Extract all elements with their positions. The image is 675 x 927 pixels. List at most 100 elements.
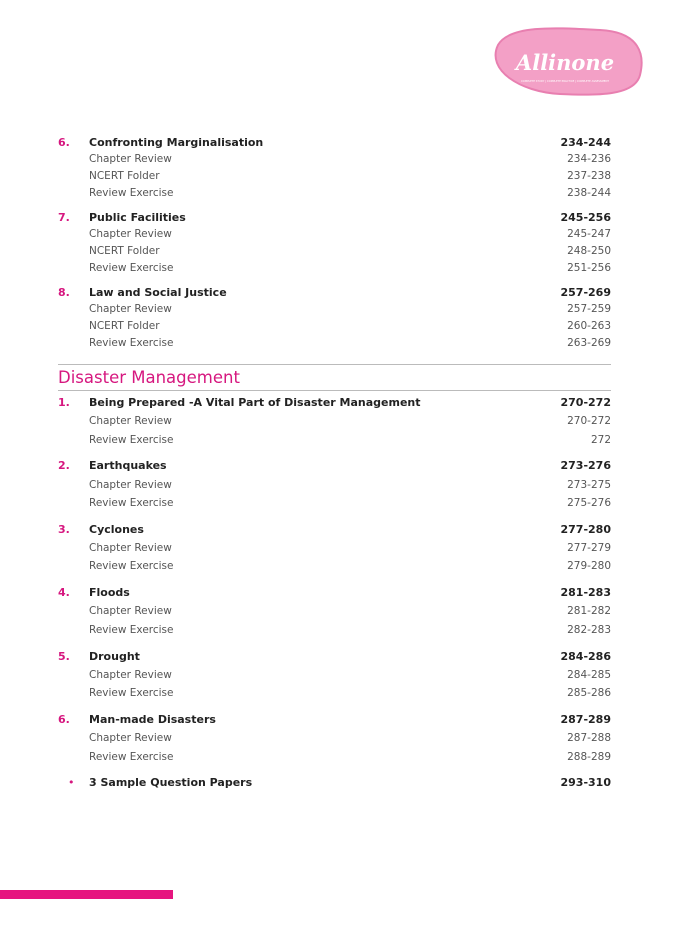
part-row: Chapter Review 287-288 (58, 729, 611, 747)
chapter-number: 1. (58, 396, 70, 409)
part-row: Chapter Review 284-285 (58, 666, 611, 684)
chapter-row: 7. Public Facilities 245-256 (58, 209, 611, 226)
chapter-number: 7. (58, 211, 70, 224)
part-row: Review Exercise 275-276 (58, 494, 611, 512)
part-pages: 273-275 (567, 478, 611, 491)
part-pages: 248-250 (567, 245, 611, 257)
part-title: Review Exercise (89, 750, 174, 763)
chapter-number: 5. (58, 649, 70, 663)
chapter-number: 2. (58, 459, 70, 473)
part-title: NCERT Folder (89, 170, 160, 182)
chapter-pages: 277-280 (560, 522, 612, 536)
chapter-title: Earthquakes (89, 459, 167, 473)
chapter-title: Public Facilities (89, 211, 186, 224)
chapter-number: 6. (58, 136, 70, 149)
part-title: NCERT Folder (89, 320, 160, 332)
table-of-contents: 6. Confronting Marginalisation 234-244 Chap… (58, 134, 611, 791)
extra-row: • 3 Sample Question Papers 293-310 (58, 774, 611, 791)
part-row: Review Exercise 272 (58, 431, 611, 449)
chapter: 8. Law and Social Justice 257-269 Chapter R… (58, 284, 611, 352)
part-row: Chapter Review 277-279 (58, 539, 611, 557)
logo-text: Allinone (514, 50, 614, 75)
chapter-title: Drought (89, 649, 140, 663)
chapter: 6. Man-made Disasters 287-289 Chapter Revie… (58, 711, 611, 766)
part-row: NCERT Folder 260-263 (58, 318, 611, 335)
part-title: Chapter Review (89, 478, 172, 491)
part-title: Chapter Review (89, 605, 172, 618)
chapter-pages: 234-244 (560, 136, 612, 149)
part-row: Review Exercise 282-283 (58, 621, 611, 639)
chapter-row: 2. Earthquakes 273-276 (58, 457, 611, 475)
chapter-pages: 245-256 (560, 211, 612, 224)
chapter-title: Floods (89, 586, 130, 600)
chapter-pages: 257-269 (560, 286, 612, 299)
chapter-number: 3. (58, 522, 70, 536)
section-heading: Disaster Management (58, 364, 611, 391)
chapter-title: Law and Social Justice (89, 286, 227, 299)
part-title: Review Exercise (89, 496, 174, 509)
part-pages: 251-256 (567, 262, 611, 274)
part-row: Review Exercise 263-269 (58, 335, 611, 352)
part-pages: 282-283 (567, 623, 611, 636)
chapter-title: Man-made Disasters (89, 712, 216, 726)
chapter-pages: 287-289 (560, 712, 612, 726)
part-row: Review Exercise 288-289 (58, 748, 611, 766)
part-row: NCERT Folder 237-238 (58, 168, 611, 185)
logo-shape (494, 27, 643, 96)
part-title: Review Exercise (89, 687, 174, 700)
part-pages: 263-269 (567, 337, 611, 349)
chapter-pages: 270-272 (560, 396, 612, 409)
part-pages: 238-244 (567, 187, 611, 199)
part-pages: 245-247 (567, 228, 611, 240)
chapter: 3. Cyclones 277-280 Chapter Review 277-279 Re… (58, 521, 611, 576)
section: Disaster Management 1. Being Prepared -A V… (58, 364, 611, 766)
part-pages: 234-236 (567, 153, 611, 165)
chapter: 1. Being Prepared -A Vital Part of Disast… (58, 394, 611, 449)
part-row: Chapter Review 270-272 (58, 412, 611, 430)
chapter: 5. Drought 284-286 Chapter Review 284-285 Rev… (58, 648, 611, 703)
part-row: NCERT Folder 248-250 (58, 243, 611, 260)
part-title: Review Exercise (89, 187, 174, 199)
chapter-number: 4. (58, 586, 70, 600)
part-pages: 285-286 (567, 687, 611, 700)
part-row: Review Exercise 285-286 (58, 684, 611, 702)
accent-bar (0, 890, 173, 899)
part-pages: 270-272 (567, 415, 611, 428)
section: 6. Confronting Marginalisation 234-244 Chap… (58, 134, 611, 352)
part-pages: 288-289 (567, 750, 611, 763)
chapter-row: 6. Man-made Disasters 287-289 (58, 711, 611, 729)
part-title: Chapter Review (89, 732, 172, 745)
part-row: Review Exercise 279-280 (58, 557, 611, 575)
chapter-pages: 281-283 (560, 586, 612, 600)
part-row: Chapter Review 273-275 (58, 476, 611, 494)
chapter-row: 4. Floods 281-283 (58, 584, 611, 602)
part-pages: 284-285 (567, 668, 611, 681)
logo: Allinone COMPLETE STUDY | COMPLETE PRACT… (494, 27, 643, 96)
part-title: Review Exercise (89, 623, 174, 636)
chapter: 2. Earthquakes 273-276 Chapter Review 273-27… (58, 457, 611, 512)
chapter: 7. Public Facilities 245-256 Chapter Review… (58, 209, 611, 277)
part-pages: 277-279 (567, 542, 611, 555)
part-row: Chapter Review 281-282 (58, 602, 611, 620)
chapter-pages: 273-276 (560, 459, 612, 473)
part-pages: 279-280 (567, 560, 611, 573)
part-title: Review Exercise (89, 337, 174, 349)
part-title: Chapter Review (89, 415, 172, 428)
part-title: NCERT Folder (89, 245, 160, 257)
chapter-title: Confronting Marginalisation (89, 136, 264, 149)
part-row: Review Exercise 238-244 (58, 185, 611, 202)
chapter-title: Being Prepared -A Vital Part of Disaster… (89, 396, 421, 409)
part-row: Review Exercise 251-256 (58, 260, 611, 277)
chapter-row: 8. Law and Social Justice 257-269 (58, 284, 611, 301)
part-title: Review Exercise (89, 433, 174, 446)
chapter-pages: 284-286 (560, 649, 612, 663)
part-title: Review Exercise (89, 262, 174, 274)
part-pages: 272 (590, 433, 611, 446)
part-row: Chapter Review 245-247 (58, 226, 611, 243)
chapter: 6. Confronting Marginalisation 234-244 Chap… (58, 134, 611, 202)
bullet: • (68, 776, 75, 790)
part-pages: 260-263 (567, 320, 611, 332)
chapter-row: 5. Drought 284-286 (58, 648, 611, 666)
chapter-title: Cyclones (89, 522, 144, 536)
